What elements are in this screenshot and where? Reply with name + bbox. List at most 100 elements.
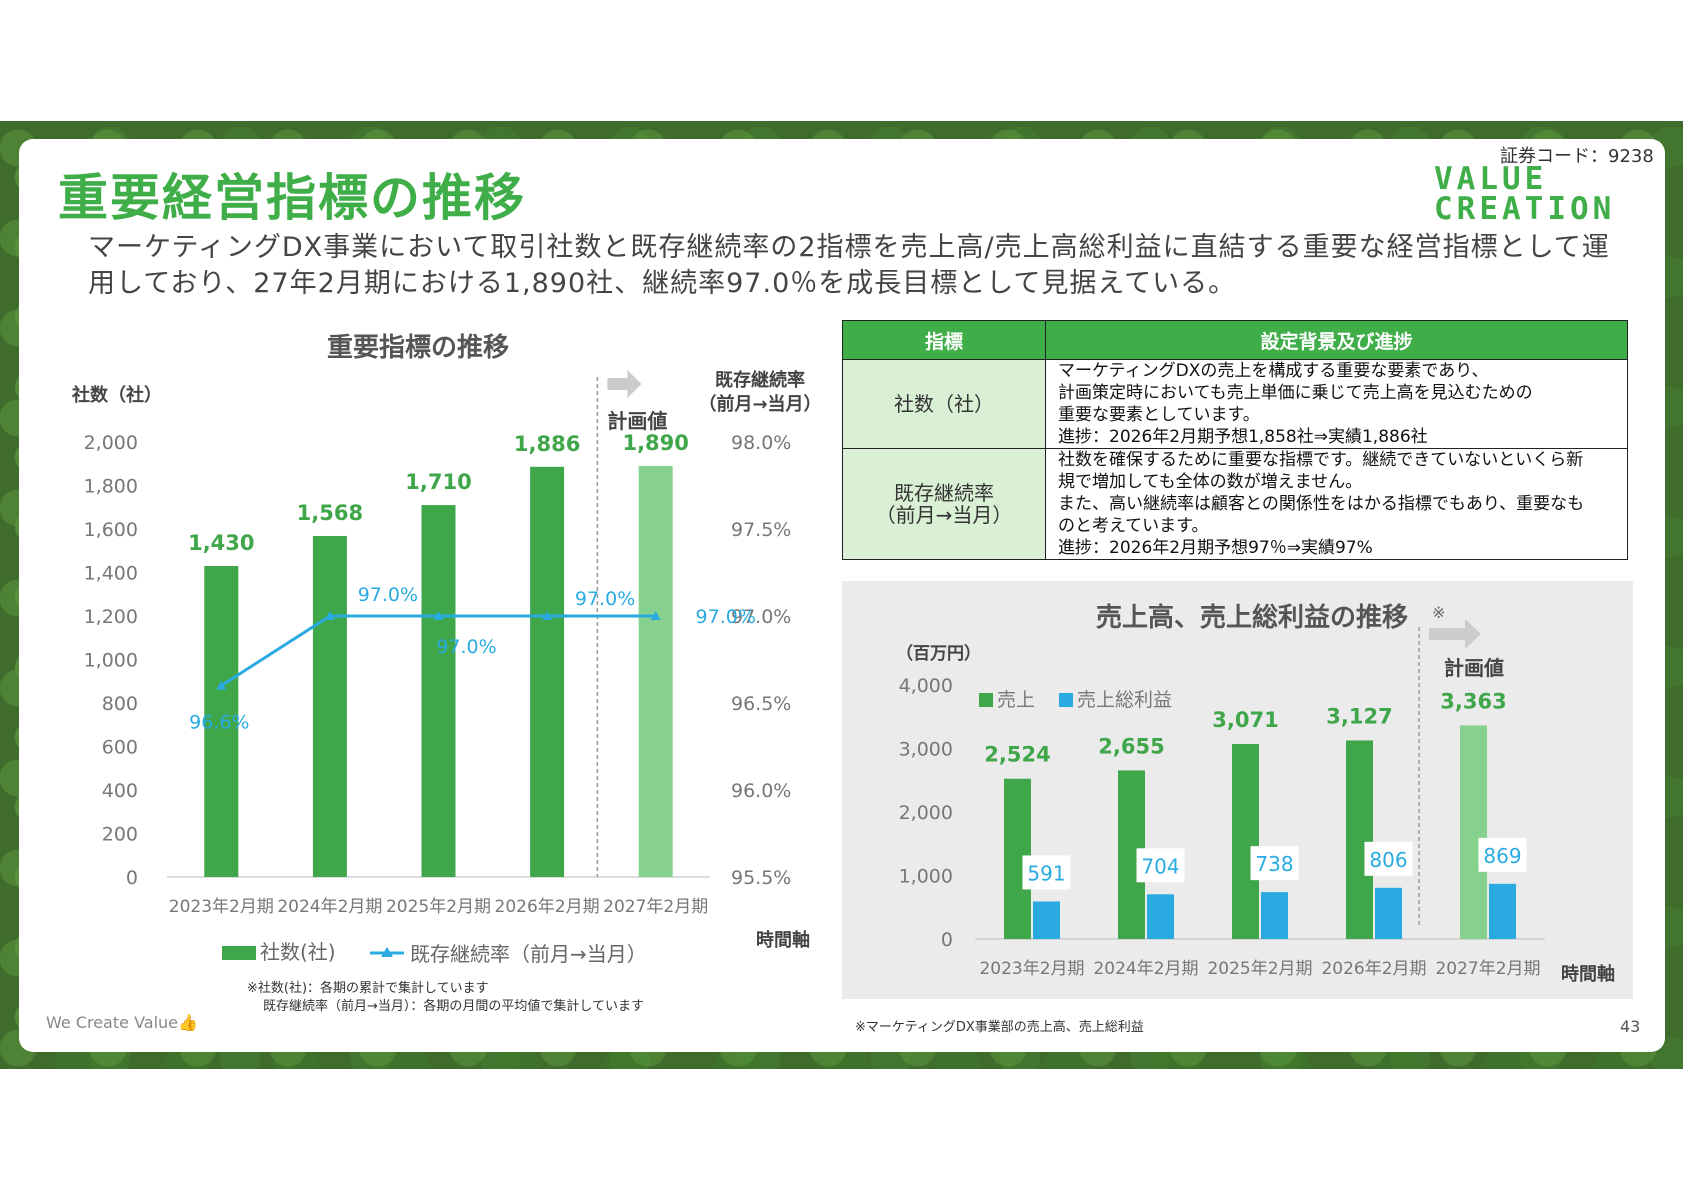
- bar-value-label: 3,363: [1440, 689, 1506, 713]
- legend-label-sales: 売上: [997, 689, 1035, 711]
- y-tick-label: 1,800: [84, 476, 138, 498]
- retention-point: [324, 611, 335, 620]
- y2-tick-label: 98.0%: [731, 432, 791, 454]
- y2-axis-label: 既存継続率: [715, 369, 805, 391]
- retention-point: [542, 611, 553, 620]
- row-text-retention-rate: 社数を確保するために重要な指標です。継続できていないといくら新 規で増加しても全…: [1045, 448, 1628, 560]
- chart-notes: ※社数(社)：各期の累計で集計しています 既存継続率（前月→当月）：各期の月間の…: [247, 980, 644, 1016]
- x-axis-label: 時間軸: [756, 929, 810, 951]
- retention-point: [216, 680, 227, 690]
- bar-value-label: 806: [1369, 848, 1407, 872]
- x-tick-label: 2027年2月期: [603, 897, 708, 917]
- logo-line-1: VALUE: [1434, 161, 1548, 197]
- table-row: 社数（社） マーケティングDXの売上を構成する重要な要素であり、 計画策定時にお…: [842, 359, 1628, 449]
- y-tick-label: 1,600: [84, 519, 138, 541]
- line-value-label: 97.0%: [436, 636, 496, 658]
- bar-value-label: 3,127: [1326, 704, 1392, 728]
- bar-sales: [1460, 725, 1487, 939]
- bar-gross-profit: [1147, 894, 1174, 939]
- table-row: 既存継続率 （前月→当月） 社数を確保するために重要な指標です。継続できていない…: [842, 448, 1628, 560]
- y-tick-label: 1,400: [84, 563, 138, 585]
- y-tick-label: 600: [102, 737, 138, 759]
- line-value-label: 97.0%: [696, 606, 756, 628]
- bar-value-label: 1,886: [514, 432, 580, 456]
- bar-value-label: 3,071: [1212, 708, 1278, 732]
- text-line: また、高い継続率は顧客との関係性をはかる指標でもあり、重要なも: [1058, 494, 1585, 514]
- plan-arrow-icon: [607, 370, 642, 398]
- plan-arrow-icon: [1429, 619, 1481, 649]
- bar-value-label: 1,710: [405, 470, 471, 494]
- plan-label: 計画値: [607, 409, 667, 433]
- y-tick-label: 400: [102, 780, 138, 802]
- page-number: 43: [1620, 1017, 1641, 1036]
- bar-value-label: 869: [1483, 844, 1521, 868]
- x-tick-label: 2025年2月期: [386, 897, 491, 917]
- securities-code: 証券コード：9238: [1500, 146, 1654, 167]
- y2-tick-label: 95.5%: [731, 867, 791, 889]
- data-label-box: [1364, 841, 1413, 876]
- title-footnote-mark: ※: [1432, 603, 1445, 622]
- y-tick-label: 0: [126, 867, 138, 889]
- y-tick-label: 1,200: [84, 606, 138, 628]
- bar-value-label: 2,524: [984, 743, 1050, 767]
- bar-value-label: 1,568: [297, 501, 363, 525]
- data-label-box: [1250, 846, 1299, 881]
- y-tick-label: 3,000: [899, 739, 953, 761]
- y-tick-label: 2,000: [84, 432, 138, 454]
- text-line: マーケティングDXの売上を構成する重要な要素であり、: [1058, 361, 1489, 381]
- y-tick-label: 200: [102, 824, 138, 846]
- label-line: （前月→当月）: [875, 503, 1013, 527]
- x-tick-label: 2024年2月期: [277, 897, 382, 917]
- x-tick-label: 2026年2月期: [1321, 959, 1426, 979]
- y-tick-label: 4,000: [899, 675, 953, 697]
- retention-point: [433, 611, 444, 620]
- bar-company-count: [312, 535, 347, 877]
- y2-axis-label: （前月→当月）: [698, 393, 821, 415]
- plan-label: 計画値: [1444, 656, 1504, 680]
- text-line: 進捗：2026年2月期予想1,858社⇒実績1,886社: [1058, 427, 1428, 447]
- legend-marker-retention: [381, 947, 393, 957]
- bar-company-count: [530, 466, 565, 877]
- y2-tick-label: 96.5%: [731, 693, 791, 715]
- chart-title: 売上高、売上総利益の推移: [1096, 602, 1408, 633]
- y-axis-label: （百万円）: [896, 643, 981, 664]
- retention-point: [650, 611, 661, 620]
- bar-gross-profit: [1375, 887, 1402, 939]
- x-tick-label: 2026年2月期: [495, 897, 600, 917]
- x-tick-label: 2023年2月期: [169, 897, 274, 917]
- chart-title: 重要指標の推移: [327, 333, 509, 363]
- bar-gross-profit: [1033, 901, 1060, 939]
- table-header-indicator: 指標: [842, 320, 1046, 360]
- legend-swatch-company: [222, 946, 256, 960]
- indicator-table: 指標 設定背景及び進捗 社数（社） マーケティングDXの売上を構成する重要な要素…: [842, 320, 1628, 560]
- x-tick-label: 2027年2月期: [1435, 959, 1540, 979]
- bar-sales: [1346, 740, 1373, 939]
- x-tick-label: 2023年2月期: [979, 959, 1084, 979]
- text-line: のと考えています。: [1058, 516, 1209, 536]
- page-description: マーケティングDX事業において取引社数と既存継続率の2指標を売上高/売上高総利益…: [88, 232, 1610, 299]
- row-text-company-count: マーケティングDXの売上を構成する重要な要素であり、 計画策定時においても売上単…: [1045, 359, 1628, 449]
- y2-tick-label: 97.0%: [731, 606, 791, 628]
- bar-gross-profit: [1489, 883, 1516, 939]
- bar-value-label: 704: [1141, 854, 1179, 878]
- footer-slogan: We Create Value👍: [46, 1013, 198, 1032]
- note-line: 既存継続率（前月→当月）：各期の月間の平均値で集計しています: [263, 999, 645, 1014]
- y-tick-label: 1,000: [84, 650, 138, 672]
- legend-label-gross-profit: 売上総利益: [1077, 689, 1172, 711]
- data-label-box: [1022, 855, 1071, 890]
- bar-company-count: [421, 505, 456, 877]
- text-line: 計画策定時においても売上単価に乗じて売上高を見込むための: [1058, 383, 1533, 403]
- line-value-label: 96.6%: [189, 712, 249, 734]
- value-creation-logo: VALUE CREATION: [1434, 161, 1639, 225]
- text-line: 社数を確保するために重要な指標です。継続できていないといくら新: [1058, 450, 1584, 470]
- bar-gross-profit: [1261, 892, 1288, 939]
- page-title: 重要経営指標の推移: [58, 169, 526, 227]
- x-tick-label: 2025年2月期: [1207, 959, 1312, 979]
- y-tick-label: 1,000: [899, 866, 953, 888]
- bar-value-label: 2,655: [1098, 734, 1164, 758]
- y-axis-label: 社数（社）: [72, 384, 162, 406]
- legend-label-retention: 既存継続率（前月→当月）: [410, 942, 647, 966]
- text-line: 進捗：2026年2月期予想97％⇒実績97%: [1058, 538, 1373, 558]
- text-line: 規で増加しても全体の数が増えません。: [1058, 472, 1363, 492]
